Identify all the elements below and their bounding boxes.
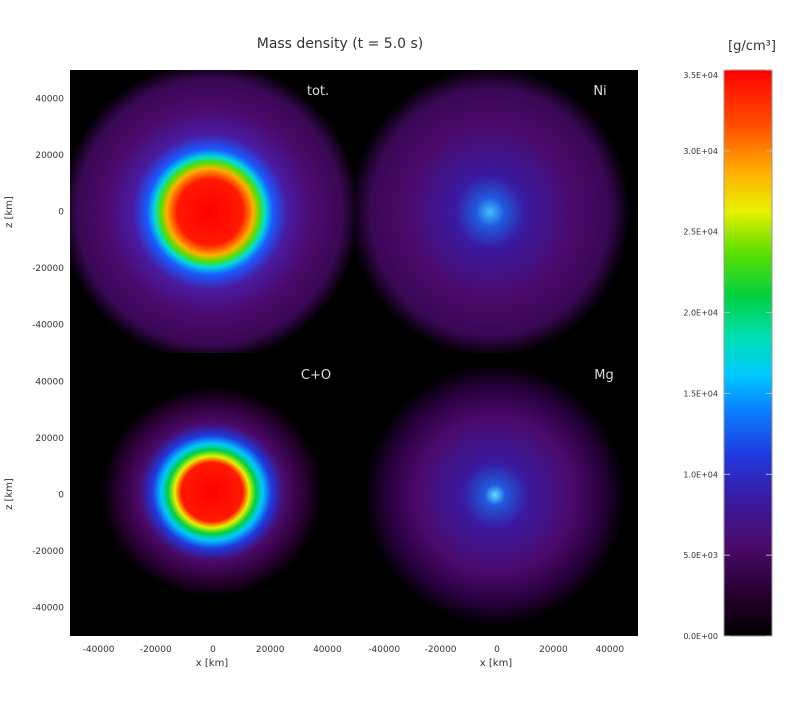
panel-label-mg: Mg <box>594 368 613 383</box>
y-tick-label: 20000 <box>35 151 64 161</box>
panel-label-ni: Ni <box>593 84 606 99</box>
y-tick-label: 40000 <box>35 377 64 387</box>
colorbar-tick-label: 1.5E+04 <box>683 389 718 398</box>
colorbar-tick-label: 1.0E+04 <box>683 470 718 479</box>
colorbar-tick-label: 2.0E+04 <box>683 309 718 318</box>
x-tick-label: -40000 <box>368 645 400 655</box>
y-tick-label: -40000 <box>32 604 64 614</box>
ni-density-blob <box>356 70 630 353</box>
x-tick-label: 0 <box>494 645 500 655</box>
mg-density-blob <box>365 365 625 625</box>
colorbar-tick-label: 0.0E+00 <box>683 632 718 641</box>
colorbar-unit-label: [g/cm³] <box>728 39 776 54</box>
y-tick-label: 0 <box>58 491 64 501</box>
colorbar-tick-label: 5.0E+03 <box>683 551 718 560</box>
x-tick-label: 0 <box>210 645 216 655</box>
x-tick-label: 40000 <box>595 645 624 655</box>
colorbar-tick-label: 3.0E+04 <box>683 147 718 156</box>
co-density-blob <box>102 387 322 597</box>
colorbar <box>723 69 773 637</box>
x-tick-label: -20000 <box>425 645 457 655</box>
colorbar-tick-label: 2.5E+04 <box>683 228 718 237</box>
x-tick-label: -20000 <box>140 645 172 655</box>
y-tick-label: -40000 <box>32 321 64 331</box>
chart-title: Mass density (t = 5.0 s) <box>257 36 424 52</box>
x-tick-label: -40000 <box>83 645 115 655</box>
y-tick-label: -20000 <box>32 547 64 557</box>
y-tick-label: 40000 <box>35 94 64 104</box>
x-tick-label: 20000 <box>539 645 568 655</box>
x-tick-label: 40000 <box>313 645 342 655</box>
y-tick-label: 0 <box>58 208 64 218</box>
y-tick-label: -20000 <box>32 264 64 274</box>
y-tick-label: 20000 <box>35 434 64 444</box>
x-tick-label: 20000 <box>256 645 285 655</box>
panel-label-tot: tot. <box>307 84 329 99</box>
axis-ticks: -40000 -20000 0 20000 40000 -40000 -20000 0 2000… <box>32 94 624 655</box>
y-axis-label-bottom: z [km] <box>4 478 15 510</box>
x-axis-label-right: x [km] <box>480 658 513 669</box>
panel-label-co: C+O <box>301 368 331 383</box>
x-axis-label-left: x [km] <box>196 658 229 669</box>
tot-density-blob <box>70 70 356 353</box>
colorbar-ticks: 0.0E+00 5.0E+03 1.0E+04 1.5E+04 2.0E+04 2.5E+… <box>683 69 772 641</box>
colorbar-tick-label: 3.5E+04 <box>683 71 718 80</box>
y-axis-label-top: z [km] <box>4 196 15 228</box>
